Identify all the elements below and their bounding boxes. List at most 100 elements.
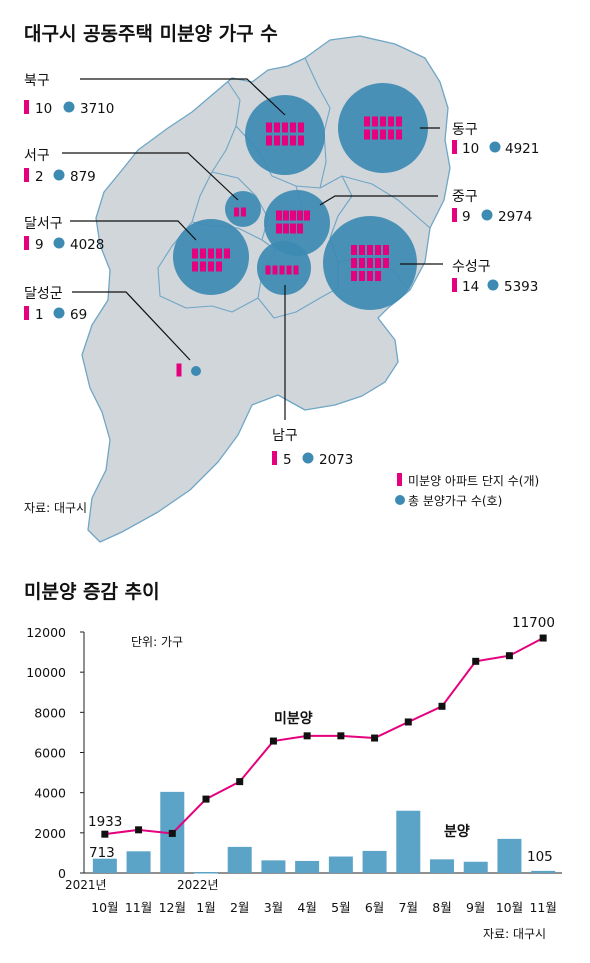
complex-icon: [452, 278, 457, 292]
unsold-point: [101, 830, 109, 838]
complex-bar: [359, 271, 365, 281]
year-label-2021: 2021년: [65, 878, 107, 892]
unsold-point: [539, 634, 547, 642]
complex-bar: [388, 116, 394, 127]
y-tick-label: 12000: [26, 625, 66, 640]
leader-dalseonggun: [72, 291, 191, 361]
unsold-point: [303, 732, 311, 740]
y-tick-label: 0: [58, 866, 66, 881]
sales-bar: [430, 859, 454, 873]
complex-icon: [452, 208, 457, 222]
sales-bar: [126, 851, 151, 873]
complex-count: 14: [462, 279, 479, 295]
district-name: 중구: [452, 189, 478, 205]
x-tick-label: 3월: [264, 900, 283, 915]
district-name: 남구: [272, 428, 298, 444]
complex-bar: [364, 116, 370, 127]
household-count: 2974: [498, 209, 532, 225]
household-count: 3710: [80, 101, 114, 117]
x-tick-label: 11월: [529, 900, 556, 915]
unsold-point: [371, 734, 379, 742]
data-label-bar-first: 713: [89, 845, 115, 861]
complex-bar: [265, 265, 271, 275]
sales-bar: [92, 858, 117, 873]
complex-bar: [372, 129, 378, 140]
household-legend-icon: [395, 495, 405, 505]
label-suseonggu: 수성구 14 5393: [452, 259, 538, 295]
sales-bar: [261, 860, 286, 873]
x-tick-label: 6월: [365, 900, 384, 915]
year-label-2022: 2022년: [177, 878, 219, 892]
district-name: 달성군: [24, 286, 63, 302]
complex-bar: [375, 245, 381, 255]
complex-bar: [208, 261, 214, 272]
household-legend-label: 총 분양가구 수(호): [408, 494, 502, 508]
complex-bar: [192, 248, 198, 259]
series-label-unsold: 미분양: [274, 711, 313, 727]
complex-bar: [234, 207, 239, 217]
x-tick-label: 9월: [466, 900, 485, 915]
complex-bar: [282, 122, 288, 133]
district-name: 수성구: [452, 259, 491, 275]
complex-bar: [304, 210, 310, 221]
line-series: [101, 634, 547, 838]
complex-bar: [396, 129, 402, 140]
label-dalseogu: 달서구 9 4028: [24, 216, 104, 253]
complex-bar: [282, 135, 288, 146]
complex-bar: [380, 116, 386, 127]
x-tick-label: 7월: [399, 900, 418, 915]
complex-bars: [176, 116, 402, 377]
complex-bar: [272, 265, 278, 275]
x-axis-ticks: 10월 11월 12월 1월 2월 3월 4월 5월 6월 7월 8월 9월 10월 11월: [91, 900, 557, 915]
complex-bar: [375, 271, 381, 281]
complex-count: 9: [35, 237, 44, 253]
sales-bar: [194, 871, 218, 874]
circle-bukgu: [245, 95, 325, 175]
data-label-line-last: 11700: [512, 615, 555, 631]
sales-bar: [227, 846, 252, 873]
complex-bar: [351, 271, 357, 281]
sales-bar: [497, 838, 522, 873]
complex-bar: [290, 122, 296, 133]
complex-count: 10: [35, 101, 52, 117]
x-tick-label: 10월: [496, 900, 523, 915]
complex-bar: [298, 135, 304, 146]
y-tick-label: 6000: [34, 746, 66, 761]
complex-bar: [351, 258, 357, 268]
sales-bar: [531, 870, 556, 873]
complex-bar: [266, 122, 272, 133]
label-bukgu: 북구 10 3710: [24, 73, 114, 117]
map-legend: 미분양 아파트 단지 수(개) 총 분양가구 수(호): [395, 473, 539, 508]
household-icon: [53, 169, 65, 181]
sales-bar: [463, 861, 488, 873]
complex-count: 5: [283, 452, 292, 468]
complex-legend-icon: [397, 473, 402, 486]
household-count: 2073: [319, 452, 353, 468]
unsold-point: [505, 652, 513, 660]
complex-bar: [380, 129, 386, 140]
complex-bar: [283, 223, 289, 234]
label-namgu: 남구 5 2073: [272, 428, 353, 468]
complex-bar: [367, 271, 373, 281]
y-axis-ticks: 0 2000 4000 6000 8000 10000 12000: [26, 625, 84, 881]
x-tick-label: 11월: [125, 900, 152, 915]
district-name: 서구: [24, 148, 50, 164]
complex-bar: [298, 122, 304, 133]
complex-count: 9: [462, 209, 471, 225]
leader-seogu: [62, 152, 239, 201]
household-icon: [481, 209, 493, 221]
household-icon: [53, 237, 65, 249]
complex-bar: [176, 363, 182, 377]
complex-bar: [372, 116, 378, 127]
complex-bar: [224, 248, 230, 259]
trend-chart: 0 2000 4000 6000 8000 10000 12000 10월 11월 12월 1월 2…: [26, 615, 562, 915]
household-icon: [302, 452, 314, 464]
map-title: 대구시 공동주택 미분양 가구 수: [24, 23, 278, 45]
label-seogu: 서구 2 879: [24, 148, 96, 185]
complex-bar: [276, 210, 282, 221]
complex-bar: [290, 210, 296, 221]
household-count: 4028: [70, 237, 104, 253]
district-name: 북구: [24, 73, 50, 89]
unsold-point: [337, 732, 345, 740]
